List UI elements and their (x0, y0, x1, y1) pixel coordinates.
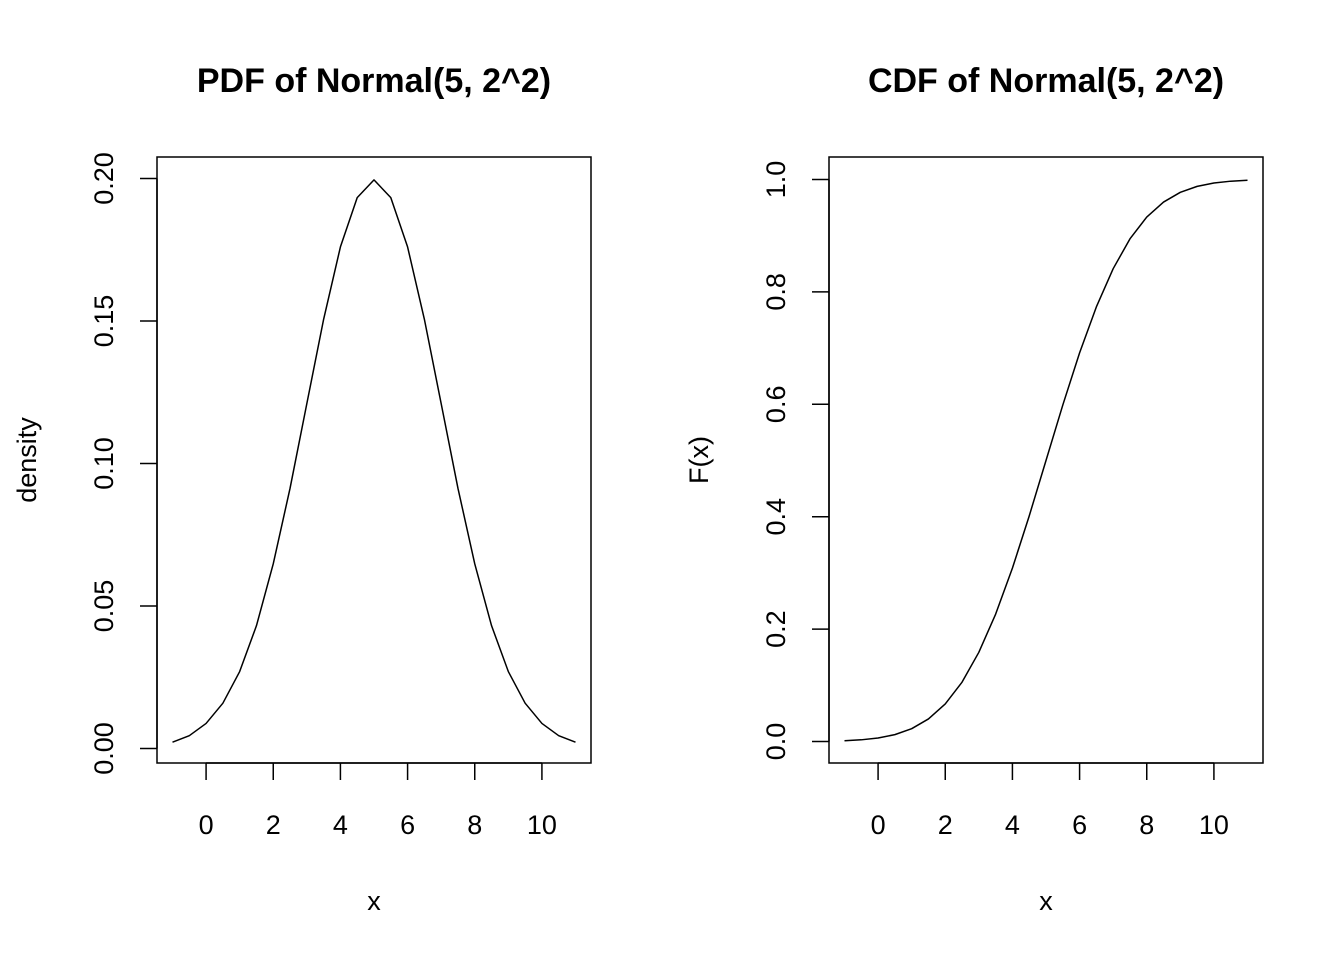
cdf-lines (844, 179, 1248, 742)
pdf-x-ticks: 0 2 4 6 8 10 (199, 762, 557, 840)
pdf-y-ticks: 0.00 0.05 0.10 0.15 0.20 (89, 152, 158, 775)
cdf-x-axis-label: x (1039, 886, 1053, 916)
pdf-x-tick-label: 0 (199, 810, 214, 840)
cdf-x-tick-label: 6 (1072, 810, 1087, 840)
cdf-x-ticks: 0 2 4 6 8 10 (871, 762, 1229, 840)
pdf-panel: PDF of Normal(5, 2^2) x density 0 2 4 6 8 10 … (12, 62, 592, 916)
cdf-y-tick-label: 0.2 (761, 610, 791, 648)
pdf-y-tick-label: 0.15 (89, 295, 119, 348)
pdf-x-tick-label: 4 (333, 810, 348, 840)
pdf-x-tick-label: 8 (467, 810, 482, 840)
pdf-lines (172, 179, 576, 743)
cdf-x-tick-label: 4 (1005, 810, 1020, 840)
pdf-y-tick-label: 0.05 (89, 580, 119, 633)
cdf-y-tick-label: 0.4 (761, 498, 791, 536)
pdf-x-axis-label: x (367, 886, 381, 916)
cdf-y-tick-label: 0.0 (761, 723, 791, 761)
cdf-x-tick-label: 0 (871, 810, 886, 840)
cdf-chart-title: CDF of Normal(5, 2^2) (868, 62, 1224, 100)
pdf-y-tick-label: 0.10 (89, 437, 119, 490)
pdf-y-axis-label: density (12, 417, 42, 503)
cdf-y-tick-label: 0.8 (761, 273, 791, 311)
pdf-chart-title: PDF of Normal(5, 2^2) (197, 62, 551, 100)
cdf-x-tick-label: 2 (938, 810, 953, 840)
cdf-y-axis-label: F(x) (684, 436, 714, 484)
pdf-series-line (172, 179, 576, 743)
cdf-x-tick-label: 10 (1199, 810, 1229, 840)
cdf-panel: CDF of Normal(5, 2^2) x F(x) 0 2 4 6 8 10 0.0… (684, 62, 1264, 916)
pdf-x-tick-label: 6 (400, 810, 415, 840)
cdf-series-line (844, 179, 1248, 742)
cdf-y-ticks: 0.0 0.2 0.4 0.6 0.8 1.0 (761, 161, 830, 761)
cdf-x-tick-label: 8 (1139, 810, 1154, 840)
pdf-x-tick-label: 10 (527, 810, 557, 840)
pdf-y-tick-label: 0.00 (89, 722, 119, 775)
cdf-y-tick-label: 0.6 (761, 386, 791, 424)
cdf-y-tick-label: 1.0 (761, 161, 791, 199)
pdf-y-tick-label: 0.20 (89, 152, 119, 205)
pdf-x-tick-label: 2 (266, 810, 281, 840)
